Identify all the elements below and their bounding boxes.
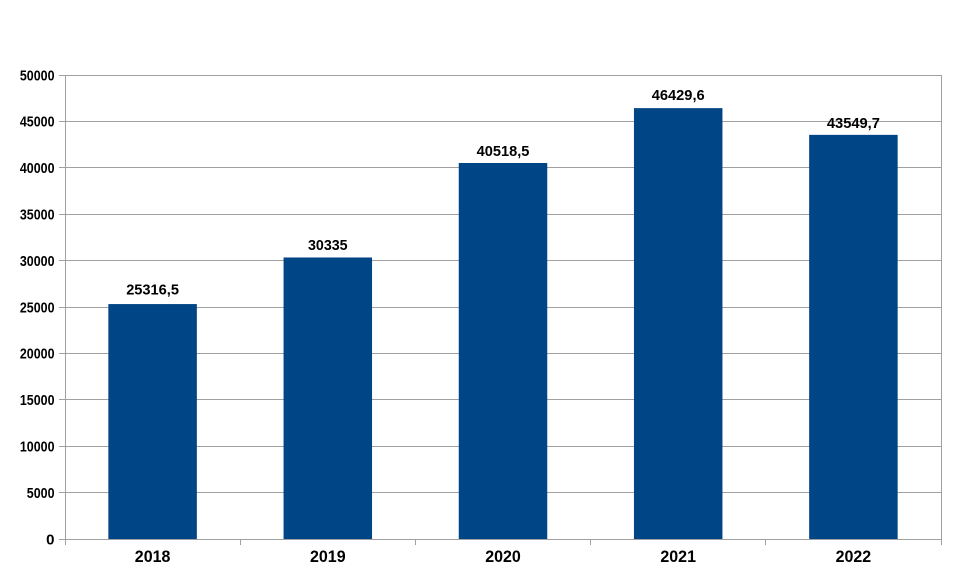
svg-text:45000: 45000 — [20, 114, 55, 131]
svg-text:2021: 2021 — [660, 547, 696, 566]
svg-text:43549,7: 43549,7 — [827, 115, 880, 132]
svg-text:40000: 40000 — [20, 160, 55, 177]
svg-text:2022: 2022 — [836, 547, 872, 566]
svg-text:0: 0 — [46, 531, 54, 548]
svg-text:10000: 10000 — [20, 439, 55, 456]
svg-text:20000: 20000 — [20, 346, 55, 363]
svg-text:25000: 25000 — [20, 299, 55, 316]
svg-text:2019: 2019 — [310, 547, 346, 566]
svg-text:2018: 2018 — [135, 547, 171, 566]
svg-text:35000: 35000 — [20, 207, 55, 224]
svg-text:46429,6: 46429,6 — [652, 87, 705, 104]
svg-text:40518,5: 40518,5 — [477, 143, 530, 160]
svg-text:15000: 15000 — [20, 392, 55, 409]
svg-text:50000: 50000 — [20, 67, 55, 84]
svg-text:2020: 2020 — [485, 547, 521, 566]
svg-text:30000: 30000 — [20, 253, 55, 270]
svg-text:25316,5: 25316,5 — [126, 282, 179, 299]
svg-text:30335: 30335 — [308, 237, 348, 254]
svg-text:5000: 5000 — [27, 485, 55, 502]
